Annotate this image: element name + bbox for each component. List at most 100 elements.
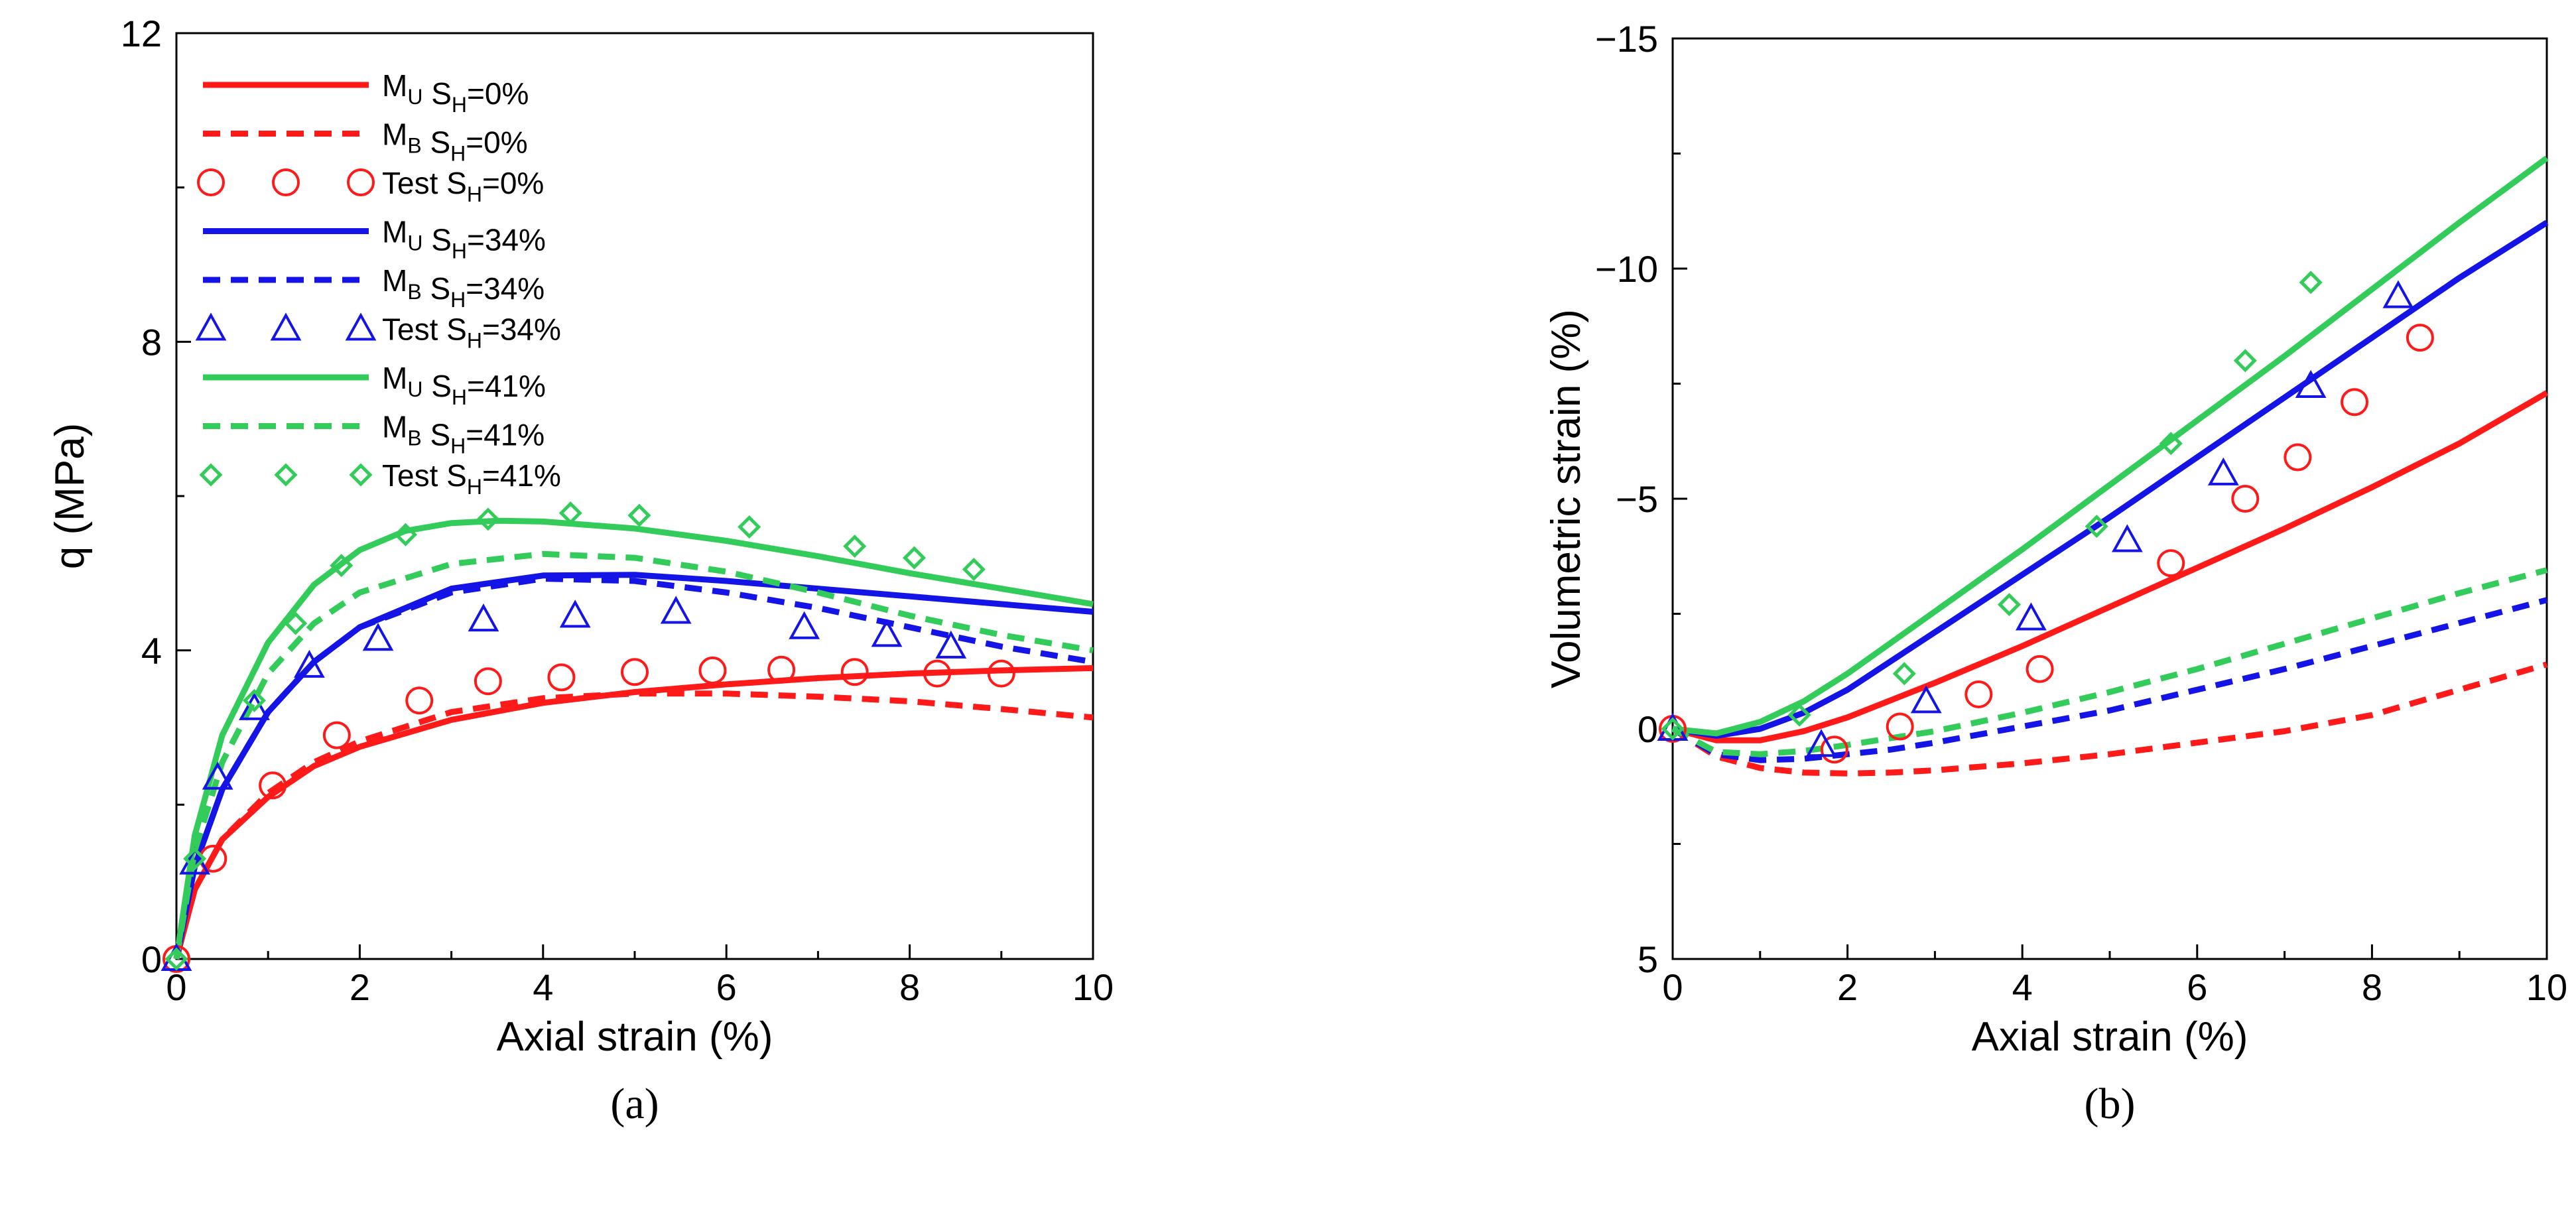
- series-group: [1657, 155, 2549, 777]
- x-tick-label: 0: [1662, 966, 1683, 1008]
- data-point: [1964, 680, 1993, 708]
- data-point: [935, 630, 967, 659]
- data-point: [476, 507, 500, 531]
- legend-swatch-marker: [270, 312, 302, 341]
- x-axis-title: Axial strain (%): [497, 1014, 773, 1060]
- plot-frame: [175, 32, 1094, 960]
- legend-label-base: M: [382, 68, 407, 103]
- y-tick-label: 5: [1638, 938, 1658, 980]
- data-point: [2157, 549, 2185, 578]
- legend-label-s: S: [422, 369, 451, 403]
- legend-label-h: H: [467, 475, 482, 499]
- data-point: [2085, 515, 2108, 539]
- y-axis-title: Volumetric strain (%): [1543, 309, 1589, 688]
- x-axis-title: Axial strain (%): [1972, 1014, 2248, 1060]
- series-markers-41pct: [1661, 271, 2323, 741]
- legend-entry: Test SH=41%: [199, 458, 561, 499]
- legend-label-sub: B: [407, 134, 421, 158]
- legend-label-value: 0%: [500, 166, 544, 200]
- legend-label: Test SH=34%: [382, 312, 561, 353]
- legend-label-h: H: [467, 329, 482, 353]
- legend-swatch-marker: [274, 463, 298, 487]
- x-tick-label: 10: [1072, 966, 1114, 1008]
- legend-label-eq: =: [482, 312, 500, 347]
- x-tick-label: 8: [899, 966, 920, 1008]
- data-point: [1820, 735, 1848, 764]
- x-tick-label: 4: [2012, 966, 2033, 1008]
- legend-swatch-marker: [349, 463, 373, 487]
- legend-label-h: H: [450, 142, 466, 166]
- series-line-mu-34pct: [1672, 220, 2549, 739]
- series-markers-0pct: [162, 655, 1015, 973]
- legend-label-base: M: [382, 117, 407, 152]
- y-axis-title: q (MPa): [47, 423, 93, 569]
- series-line-mu-34pct: [173, 572, 1094, 960]
- legend-label-eq: =: [482, 458, 500, 493]
- data-point: [183, 847, 207, 871]
- data-point: [840, 658, 869, 686]
- panel-caption: (a): [610, 1080, 659, 1128]
- legend-label-h: H: [450, 288, 466, 312]
- legend-label-base: Test: [382, 312, 438, 347]
- y-tick-label: 0: [141, 938, 162, 980]
- data-point: [660, 596, 692, 624]
- series-line-mu-0pct: [173, 665, 1094, 960]
- data-point: [239, 692, 270, 720]
- legend-label-value: 0%: [485, 76, 529, 111]
- data-point: [923, 659, 952, 688]
- data-point: [738, 515, 761, 539]
- legend-label-sub: U: [407, 377, 422, 401]
- data-point: [1886, 712, 1914, 741]
- legend-label-sub: U: [407, 231, 422, 255]
- data-point: [2295, 369, 2327, 398]
- series-line-mu-0pct: [1671, 390, 2549, 743]
- series-markers-41pct: [164, 501, 986, 971]
- x-tick-label: 6: [716, 966, 737, 1008]
- legend-entry: MU SH=41%: [203, 361, 546, 409]
- data-point: [547, 663, 576, 692]
- data-point: [2284, 443, 2312, 472]
- series-line-mb-34pct: [173, 576, 1094, 960]
- data-point: [871, 619, 903, 647]
- series-line-mb-0pct: [1671, 661, 2548, 777]
- series-line-mb-41pct: [173, 550, 1094, 960]
- legend-label-sub: B: [407, 426, 421, 450]
- data-point: [293, 649, 325, 678]
- legend-label: MU SH=41%: [382, 361, 546, 409]
- legend-swatch-marker: [197, 168, 225, 196]
- legend-label-value: 34%: [485, 223, 546, 257]
- legend-label-s: S: [438, 458, 466, 493]
- series-line-mb-0pct: [173, 690, 1094, 960]
- legend-swatch-marker: [195, 312, 227, 341]
- series-line-mb-41pct: [1671, 567, 2548, 757]
- legend-label-h: H: [452, 93, 467, 117]
- legend-label-eq: =: [466, 125, 483, 160]
- data-point: [621, 658, 649, 686]
- legend-entry: MU SH=34%: [203, 215, 546, 263]
- y-tick-label: 12: [121, 13, 162, 54]
- legend-label-value: 34%: [483, 271, 545, 306]
- data-point: [2231, 485, 2260, 513]
- legend-swatch-marker: [347, 168, 375, 196]
- data-point: [2159, 432, 2183, 456]
- legend-label-sub: U: [407, 85, 422, 109]
- legend-label-h: H: [452, 385, 467, 409]
- legend-label-h: H: [450, 434, 466, 458]
- legend-label-eq: =: [482, 166, 500, 200]
- data-point: [843, 535, 867, 558]
- legend-label-base: M: [382, 263, 407, 298]
- legend-label: Test SH=0%: [382, 166, 544, 206]
- data-point: [1805, 729, 1837, 757]
- data-point: [474, 667, 502, 696]
- legend-label: Test SH=41%: [382, 458, 561, 499]
- y-tick-label: −10: [1595, 248, 1658, 290]
- x-tick-label: 8: [2362, 966, 2382, 1008]
- data-point: [962, 557, 986, 582]
- data-point: [322, 721, 351, 749]
- data-point: [1787, 703, 1811, 727]
- legend-label-eq: =: [466, 271, 483, 306]
- data-point: [405, 686, 434, 715]
- legend-label: MB SH=0%: [382, 117, 528, 166]
